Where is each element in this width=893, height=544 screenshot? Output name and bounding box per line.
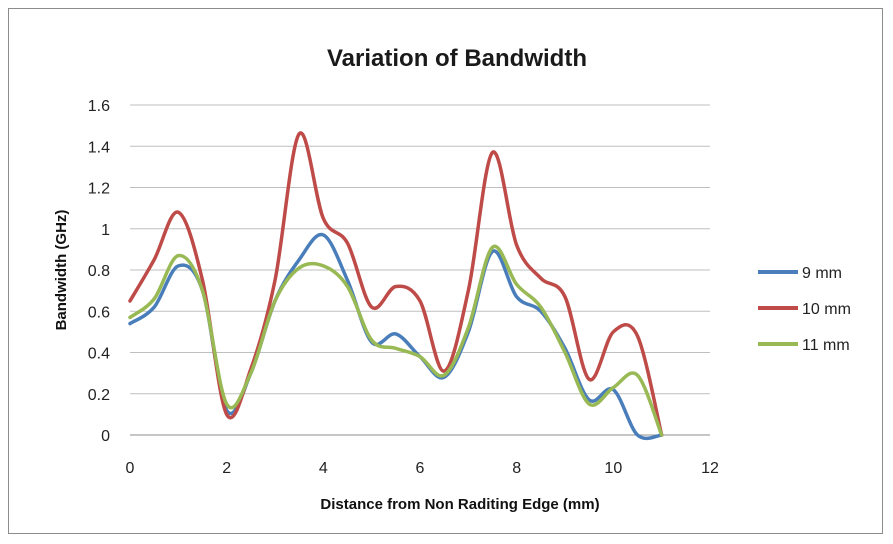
x-tick-label: 10 [604,460,622,477]
y-tick-label: 1.4 [88,139,110,156]
legend-label: 11 mm [802,337,850,354]
legend-label: 10 mm [802,301,851,318]
x-tick-label: 12 [701,460,719,477]
series-line-1 [128,232,664,441]
x-tick-labels: 0 2 4 6 8 10 12 [126,460,719,477]
chart-frame [8,8,883,534]
y-axis-label: Bandwidth (GHz) [53,210,70,331]
y-tick-label: 1.6 [88,98,110,115]
legend-label: 9 mm [802,265,842,282]
y-tick-label: 0.4 [88,346,110,363]
series-line-3 [128,244,664,437]
x-tick-label: 6 [416,460,425,477]
x-tick-label: 4 [319,460,328,477]
x-tick-label: 0 [126,460,135,477]
legend: 9 mm 10 mm 11 mm [758,265,851,354]
gridlines [130,104,710,436]
series-lines [128,131,664,441]
x-tick-label: 8 [512,460,521,477]
x-axis-label: Distance from Non Raditing Edge (mm) [320,496,599,513]
y-tick-label: 0.6 [88,304,110,321]
y-tick-label: 0 [101,428,110,445]
chart-title: Variation of Bandwidth [327,45,587,72]
series-line-2 [128,131,664,437]
y-tick-label: 0.2 [88,387,110,404]
y-tick-label: 0.8 [88,263,110,280]
y-tick-labels: 0 0.2 0.4 0.6 0.8 1 1.2 1.4 1.6 [88,98,110,445]
x-tick-label: 2 [222,460,231,477]
y-tick-label: 1.2 [88,181,110,198]
y-tick-label: 1 [101,222,110,239]
